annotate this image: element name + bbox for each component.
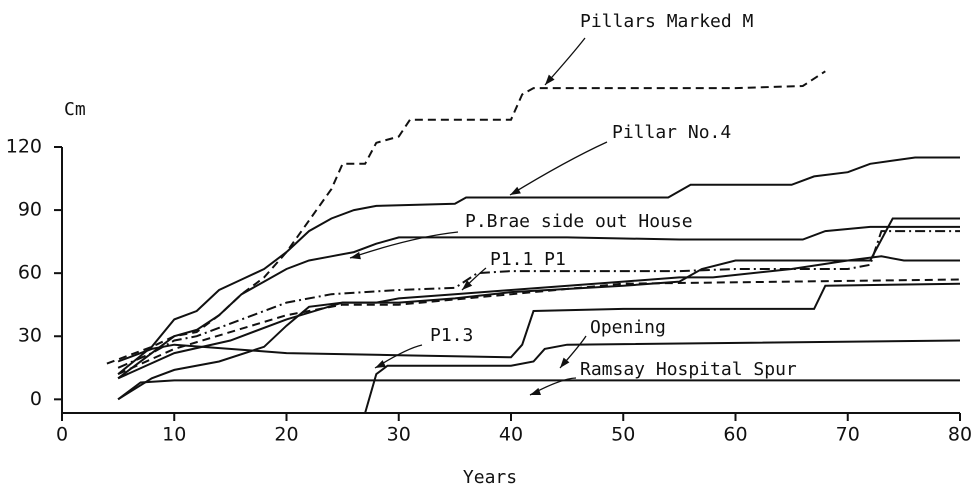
y-tick-label: 60 [18, 262, 42, 284]
x-tick-label: 30 [387, 424, 411, 446]
x-tick-label: 0 [56, 424, 68, 446]
series-line [117, 156, 960, 375]
arrow-head [462, 280, 473, 290]
series-label: Pillar No.4 [612, 122, 731, 143]
x-tick-label: 70 [836, 424, 860, 446]
y-tick-label: 120 [6, 136, 42, 158]
arrow-head [350, 251, 361, 260]
arrow-head [375, 360, 386, 368]
series-label: P1.3 [430, 325, 473, 346]
series-line [364, 339, 961, 414]
series-label: P1.1 P1 [490, 249, 566, 270]
y-axis-label: Cm [64, 99, 86, 120]
arrow-head [530, 387, 541, 395]
series-line [117, 230, 960, 369]
arrow-head [560, 357, 570, 368]
series-line [117, 225, 960, 380]
arrow-head [545, 74, 555, 85]
x-tick-label: 50 [611, 424, 635, 446]
y-tick-label: 90 [18, 199, 42, 221]
series-line [117, 379, 960, 401]
series-label: Pillars Marked M [580, 11, 754, 32]
x-tick-label: 20 [274, 424, 298, 446]
label-arrow [509, 141, 608, 196]
x-tick-label: 80 [948, 424, 972, 446]
series-line [117, 282, 961, 363]
series-label: Opening [590, 317, 666, 338]
y-tick-label: 30 [18, 325, 42, 347]
series-line [117, 255, 960, 401]
series-line [117, 278, 961, 376]
series-label: Ramsay Hospital Spur [580, 359, 797, 380]
arrow-head [510, 186, 521, 195]
series-line [117, 217, 960, 380]
x-tick-label: 60 [723, 424, 747, 446]
series-label: P.Brae side out House [465, 211, 693, 232]
x-tick-label: 40 [499, 424, 523, 446]
x-tick-label: 10 [162, 424, 186, 446]
label-arrow [349, 231, 459, 259]
x-axis-label: Years [463, 467, 517, 488]
y-tick-label: 0 [30, 388, 42, 410]
